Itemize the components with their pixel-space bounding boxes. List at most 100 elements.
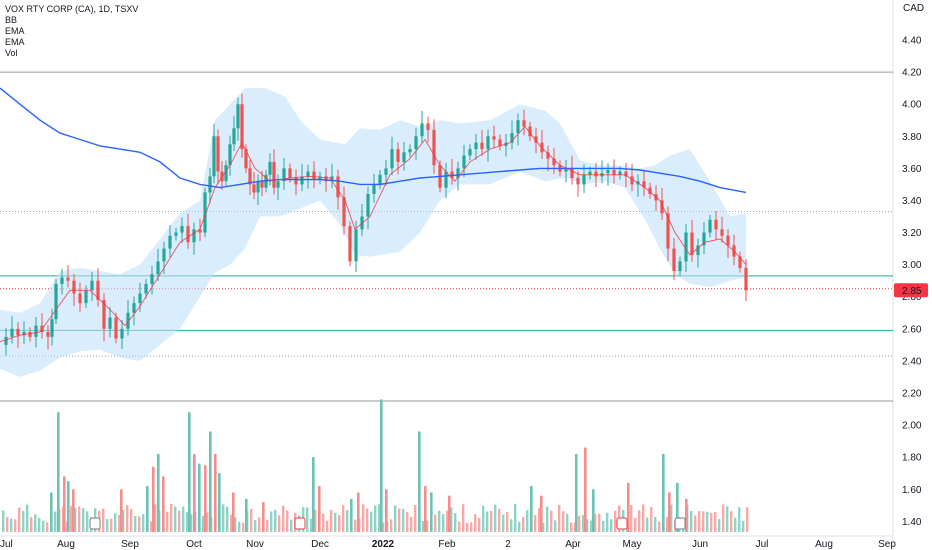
volume-bar	[570, 522, 573, 532]
volume-bar	[454, 513, 457, 532]
candle-body	[192, 229, 196, 243]
time-tick-3: Oct	[186, 539, 202, 550]
volume-bar-major	[584, 447, 587, 532]
volume-bar	[666, 516, 669, 532]
volume-bar	[702, 511, 705, 532]
candle-body	[174, 232, 178, 236]
volume-tick-3: 1.40	[902, 517, 922, 528]
volume-tick-0: 2.00	[902, 421, 922, 432]
volume-bar-major	[218, 473, 221, 532]
candle-body	[102, 299, 106, 329]
volume-bar	[710, 513, 713, 532]
volume-bar	[450, 507, 453, 532]
volume-bar	[658, 521, 661, 532]
volume-bar-major	[627, 482, 630, 532]
price-tick-2: 4.00	[902, 100, 922, 111]
volume-bar-major	[198, 463, 201, 532]
time-tick-1: Aug	[57, 539, 75, 550]
volume-bar-major	[430, 492, 433, 532]
time-tick-7: Feb	[438, 539, 456, 550]
volume-bar	[18, 507, 21, 532]
volume-bar	[306, 507, 309, 532]
bollinger-bands	[0, 88, 746, 377]
volume-bar-major	[448, 495, 451, 532]
volume-bar	[398, 508, 401, 532]
candle-body	[372, 184, 376, 195]
candle-body	[60, 277, 64, 284]
volume-bar	[202, 515, 205, 532]
volume-bar	[374, 505, 377, 532]
candle-body	[180, 226, 184, 233]
volume-bar	[558, 504, 561, 532]
legend-bb: BB	[5, 15, 18, 25]
volume-bar-major	[193, 453, 196, 532]
candle-body	[236, 104, 240, 129]
volume-bar	[402, 508, 405, 532]
candle-body	[492, 136, 496, 140]
volume-bar	[690, 510, 693, 532]
candle-body	[84, 290, 88, 304]
candle-body	[208, 176, 212, 193]
volume-bar	[150, 521, 153, 532]
candle-body	[684, 232, 688, 262]
candle-body	[224, 165, 228, 182]
candle-body	[618, 171, 622, 175]
volume-bar	[270, 511, 273, 532]
price-tick-11: 2.20	[902, 389, 922, 400]
volume-bar	[506, 512, 509, 532]
candle-body	[120, 328, 124, 339]
time-tick-12: Jul	[756, 539, 769, 550]
volume-bar	[698, 511, 701, 532]
candle-body	[396, 149, 400, 162]
candle-body	[212, 136, 216, 177]
volume-bar	[186, 512, 189, 532]
candle-body	[534, 136, 538, 143]
candle-body	[126, 312, 130, 329]
candle-body	[228, 144, 232, 166]
volume-bar	[654, 517, 657, 532]
candle-body	[714, 219, 718, 230]
volume-bar	[230, 514, 233, 532]
candle-body	[114, 317, 118, 339]
volume-bar	[554, 520, 557, 532]
candle-body	[522, 120, 526, 127]
candle-body	[256, 181, 260, 193]
volume-bar	[222, 504, 225, 532]
candle-body	[132, 303, 136, 313]
volume-bar	[2, 510, 5, 532]
candle-body	[354, 229, 358, 262]
volume-bar	[538, 508, 541, 532]
candle-body	[468, 149, 472, 156]
candle-body	[272, 161, 276, 188]
volume-bar	[366, 508, 369, 532]
candle-body	[268, 161, 272, 175]
volume-bar-major	[312, 457, 315, 532]
candle-body	[480, 142, 484, 150]
candle-body	[744, 267, 748, 291]
volume-bar	[22, 511, 25, 532]
volume-bar	[86, 511, 89, 532]
last-price-label: 2.85	[902, 286, 922, 297]
price-tick-0: 4.40	[902, 36, 922, 47]
volume-bar-major	[424, 486, 427, 532]
candle-body	[324, 176, 328, 182]
candle-body	[216, 136, 220, 172]
ema-lines	[0, 87, 747, 343]
earnings-marker	[616, 517, 628, 530]
volume-bar	[314, 509, 317, 532]
volume-bar	[526, 510, 529, 532]
candle-body	[630, 176, 634, 185]
volume-bar	[490, 510, 493, 532]
volume-bar	[578, 515, 581, 532]
volume-bar	[422, 521, 425, 532]
volume-bar	[630, 504, 633, 532]
candle-body	[408, 149, 412, 153]
price-tick-5: 3.40	[902, 196, 922, 207]
candle-body	[96, 280, 100, 300]
candle-body	[420, 123, 424, 137]
candle-body	[456, 168, 460, 178]
legend-vol: Vol	[5, 48, 18, 58]
volume-bar	[718, 518, 721, 532]
volume-bar-major	[245, 498, 248, 532]
